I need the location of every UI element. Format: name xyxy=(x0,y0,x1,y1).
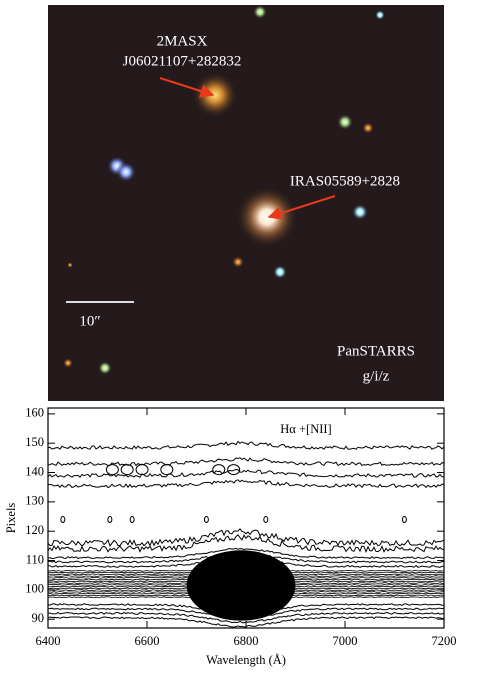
scale-label: 10″ xyxy=(79,313,100,329)
y-tick-label: 160 xyxy=(25,406,44,420)
contour-loop xyxy=(135,464,149,476)
galaxy xyxy=(193,73,237,117)
contour-loop xyxy=(105,464,119,476)
contour-line xyxy=(47,468,444,478)
contour-loop xyxy=(60,515,66,523)
star xyxy=(232,256,244,268)
star xyxy=(67,262,73,268)
sky-image: 2MASX J06021107+282832 IRAS05589+2828 10… xyxy=(48,5,444,401)
contour-loop xyxy=(263,515,269,523)
arrow xyxy=(159,77,215,98)
contour-loop xyxy=(203,515,209,523)
star xyxy=(273,265,287,279)
star xyxy=(362,122,374,134)
x-axis-label: Wavelength (Å) xyxy=(206,653,286,667)
contour-loop xyxy=(107,515,113,523)
survey-bands: g/i/z xyxy=(363,368,390,384)
annotation: J06021107+282832 xyxy=(123,53,242,69)
y-tick-label: 120 xyxy=(25,523,44,537)
contour-line xyxy=(47,528,445,547)
star xyxy=(337,114,353,130)
contour-line xyxy=(47,547,445,560)
x-tick-label: 7200 xyxy=(432,634,457,648)
y-tick-label: 100 xyxy=(25,582,44,596)
x-tick-label: 6800 xyxy=(234,634,259,648)
annotation: 2MASX xyxy=(157,33,208,49)
contour-line xyxy=(47,534,445,554)
survey-name: PanSTARRS xyxy=(337,343,415,359)
y-tick-label: 110 xyxy=(26,552,44,566)
star xyxy=(375,10,385,20)
y-tick-label: 130 xyxy=(25,494,44,508)
y-tick-label: 90 xyxy=(32,611,45,625)
y-axis-label: Pixels xyxy=(4,503,18,534)
contour-core xyxy=(186,550,296,621)
contour-line xyxy=(47,440,445,450)
x-tick-label: 6600 xyxy=(135,634,160,648)
x-tick-label: 6400 xyxy=(36,634,61,648)
chart-title: Hα +[NII] xyxy=(280,422,331,436)
star xyxy=(63,358,73,368)
star xyxy=(352,204,368,220)
contour-loop xyxy=(120,464,134,476)
contour-plot: 6400 6600 6800 7000 7200 90 100 110 120 130 140 150… xyxy=(4,406,457,667)
contour-loop xyxy=(212,464,226,476)
star xyxy=(98,361,112,375)
star xyxy=(116,162,136,182)
star xyxy=(253,5,267,19)
x-tick-label: 7000 xyxy=(333,634,358,648)
arrow xyxy=(267,195,336,220)
contour-loop xyxy=(227,464,241,476)
y-tick-label: 150 xyxy=(25,435,44,449)
contour-loop xyxy=(129,515,135,523)
annotation: IRAS05589+2828 xyxy=(290,173,400,189)
contour-line xyxy=(47,479,445,489)
contour-loop xyxy=(401,515,407,523)
title-bg xyxy=(270,422,342,438)
contour-line xyxy=(47,457,445,467)
contour-loop xyxy=(160,464,174,476)
galaxy xyxy=(237,187,297,247)
y-tick-label: 140 xyxy=(25,464,44,478)
